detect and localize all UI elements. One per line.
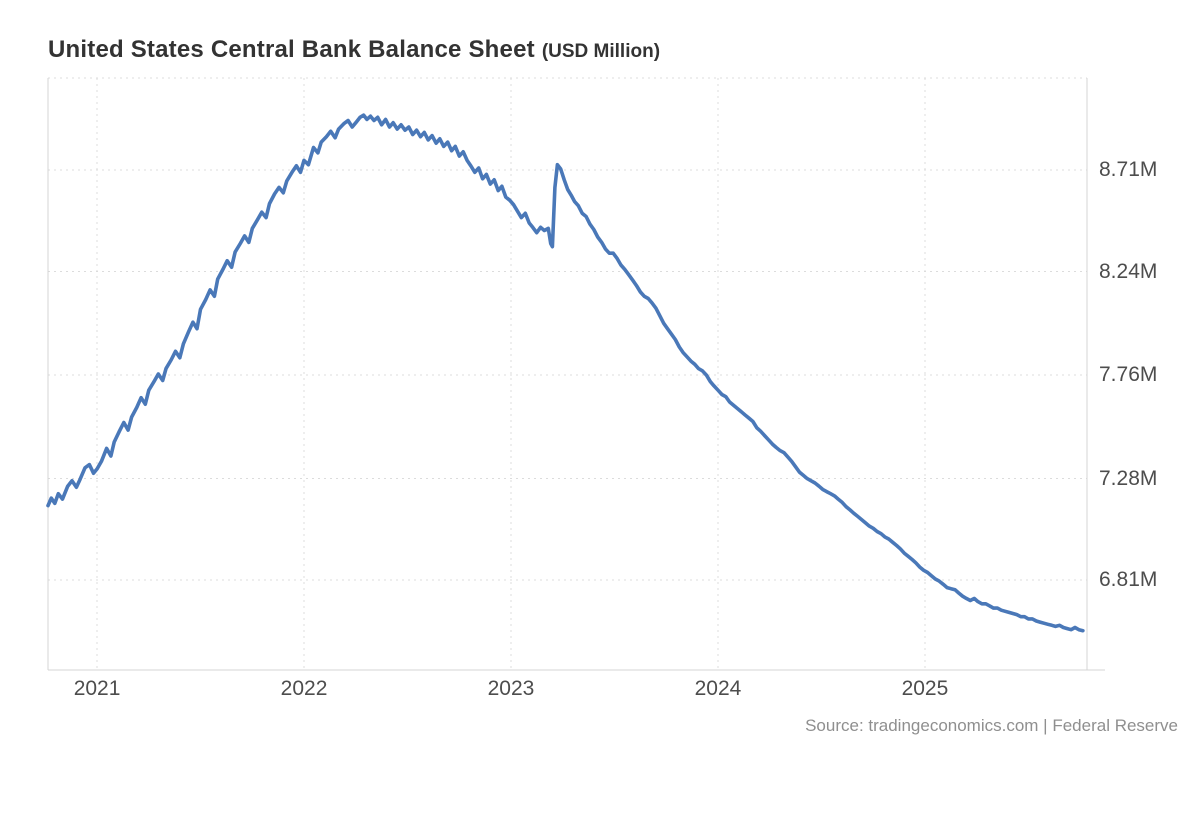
balance-sheet-line[interactable] (46, 113, 1085, 633)
chart-title: United States Central Bank Balance Sheet (48, 36, 535, 63)
y-axis-label: 8.71M (1099, 158, 1158, 182)
chart-header: United States Central Bank Balance Sheet… (48, 36, 660, 64)
y-axis-label: 8.24M (1099, 259, 1158, 283)
source-attribution: Source: tradingeconomics.com | Federal R… (805, 716, 1178, 735)
x-axis-label: 2024 (694, 677, 742, 700)
y-axis-label: 7.28M (1099, 466, 1158, 490)
x-axis-label: 2023 (487, 677, 535, 700)
y-axis-label: 6.81M (1099, 568, 1158, 592)
chart-unit-label: (USD Million) (541, 41, 661, 62)
x-axis-label: 2025 (901, 677, 949, 700)
x-axis-label: 2022 (280, 677, 328, 700)
y-axis-label: 7.76M (1099, 363, 1158, 387)
x-axis-label: 2021 (73, 677, 121, 700)
